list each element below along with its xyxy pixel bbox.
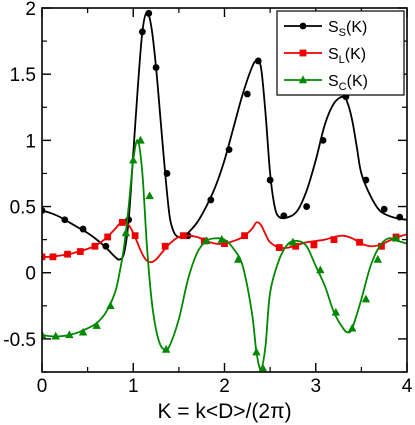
series-sl-marker (161, 242, 169, 250)
series-ss-marker (380, 205, 388, 213)
legend-swatch-marker (299, 49, 307, 57)
series-sc-marker (252, 347, 261, 356)
series-ss-marker (79, 225, 87, 233)
series-sc-marker (331, 307, 341, 316)
series-ss-marker (138, 28, 146, 36)
series-sc-marker (129, 155, 138, 164)
series-sl-marker (292, 242, 300, 250)
series-sl-marker (131, 232, 139, 240)
series-ss-marker (102, 242, 110, 250)
series-sc-marker (233, 254, 243, 263)
series-sc-marker (106, 301, 115, 310)
series-ss-marker (61, 216, 69, 224)
series-sc-line (42, 139, 407, 371)
legend-label-main: S (328, 19, 339, 36)
series-sc-marker (145, 191, 154, 200)
series-group (42, 9, 407, 372)
legend-label-main: S (328, 73, 339, 90)
x-tick-label: 0 (37, 376, 48, 397)
legend-label-subscript: S (339, 27, 346, 39)
tick-labels: 0 1 2 3 4 -0.5 0 0.5 1 1.5 2 (3, 0, 412, 397)
series-sc-marker (136, 135, 145, 144)
series-ss-marker (42, 207, 46, 214)
x-tick-label: 3 (310, 376, 321, 397)
legend-label-main: S (328, 46, 339, 63)
legend-label-suffix: (K) (345, 46, 366, 63)
series-sc-marker (65, 330, 74, 339)
series-sl-marker (76, 248, 84, 255)
legend-item-sc: SC(K) (284, 73, 368, 93)
series-sc-marker (42, 330, 47, 339)
x-tick-label: 2 (219, 376, 230, 397)
series-sc-marker (258, 363, 268, 372)
series-sl-marker (118, 219, 126, 226)
legend-item-ss: SS(K) (284, 19, 367, 39)
series-sc-marker (288, 237, 298, 246)
legend-swatch-marker (298, 75, 308, 84)
series-sl (42, 219, 407, 264)
legend-item-sl: SL(K) (284, 46, 366, 66)
series-sl-marker (241, 232, 248, 240)
series-sc-marker (78, 327, 88, 336)
series-ss-marker (280, 212, 288, 220)
series-sl-marker (378, 242, 385, 250)
x-axis-label: K = k<D>/(2π) (157, 400, 291, 423)
series-ss-marker (145, 9, 153, 17)
x-tick-label: 1 (128, 376, 139, 397)
series-ss-marker (319, 136, 327, 144)
series-sl-marker (104, 233, 112, 241)
legend-label: SL(K) (328, 46, 366, 66)
y-tick-label: 0.5 (10, 198, 36, 219)
series-ss-marker (163, 170, 171, 177)
series-sl-marker (64, 250, 71, 258)
legend-label-suffix: (K) (346, 19, 367, 36)
series-sl-marker (330, 236, 338, 244)
series-ss-marker (396, 213, 404, 221)
legend-label-subscript: L (339, 54, 345, 66)
series-sc-marker (161, 344, 171, 353)
series-sl-marker (275, 244, 283, 251)
series-sc-marker (373, 254, 382, 263)
series-sl-marker (180, 232, 187, 240)
series-sl-marker (221, 240, 228, 248)
series-sc (42, 135, 407, 372)
series-sc-marker (217, 235, 226, 243)
series-sl-marker (49, 253, 57, 261)
series-ss-marker (254, 57, 262, 65)
legend-label-suffix: (K) (347, 73, 368, 90)
x-tick-label: 4 (402, 376, 413, 397)
axes-frame (41, 7, 408, 373)
y-tick-label: 1 (25, 131, 36, 152)
series-ss-marker (207, 196, 215, 204)
series-sc-marker (348, 323, 357, 332)
series-sc-marker (202, 236, 211, 245)
series-sc-marker (51, 331, 60, 340)
series-sc-marker (92, 321, 101, 329)
legend-label: SS(K) (328, 19, 367, 39)
legend-label-subscript: C (339, 81, 347, 93)
series-sc-marker (361, 294, 371, 303)
series-ss-marker (225, 146, 233, 154)
legend-label: SC(K) (328, 73, 368, 93)
series-sc-marker (391, 233, 401, 242)
series-ss (42, 9, 407, 261)
series-ss-marker (362, 176, 370, 184)
series-ss-marker (266, 176, 274, 184)
series-sc-marker (316, 265, 325, 274)
y-tick-label: -0.5 (3, 330, 36, 351)
y-tick-label: 2 (25, 0, 36, 20)
series-ss-marker (152, 64, 160, 71)
series-sl-marker (91, 242, 99, 250)
y-tick-label: 1.5 (10, 65, 36, 86)
series-sl-marker (42, 253, 46, 261)
series-sc-marker (121, 228, 131, 237)
legend: SS(K)SL(K)SC(K) (276, 10, 405, 96)
series-ss-marker (243, 90, 251, 98)
y-tick-label: 0 (25, 264, 36, 285)
series-ss-marker (303, 203, 311, 210)
series-sl-marker (356, 238, 363, 246)
series-sl-marker (310, 241, 318, 249)
legend-swatch-marker (299, 22, 307, 30)
